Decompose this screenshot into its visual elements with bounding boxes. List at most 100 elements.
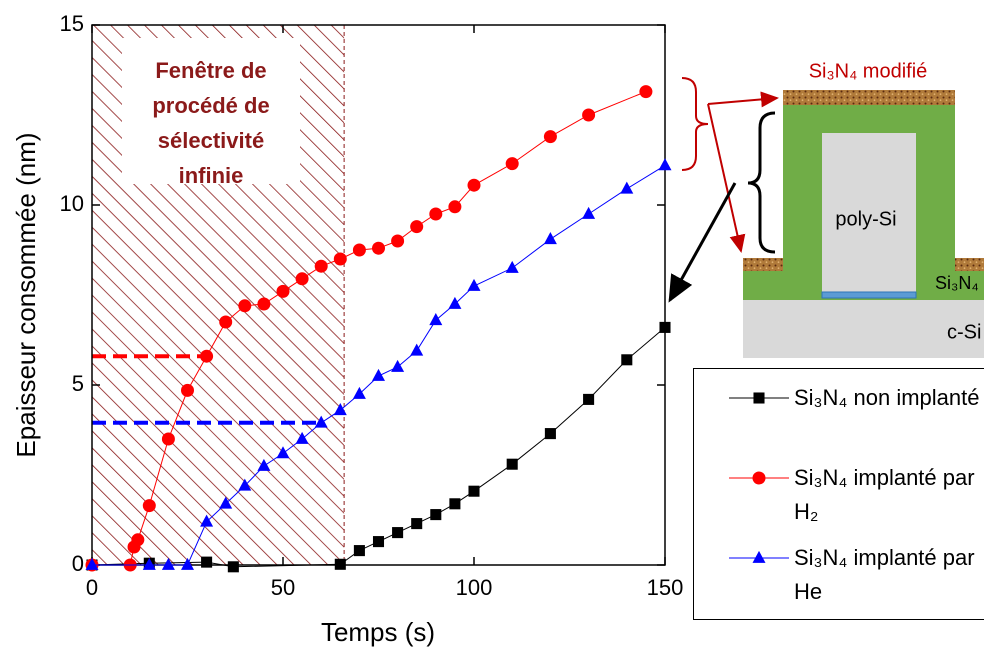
bracket [747,111,776,254]
marker [276,446,290,459]
diagram-label: Si₃N₄ [935,273,979,293]
marker [238,478,252,491]
marker [544,428,556,440]
marker [142,557,156,570]
legend-swatch [729,550,789,563]
marker [161,557,175,570]
diagram-label: poly-Si [835,208,896,230]
marker [621,354,633,366]
oxide [821,291,917,299]
modified-top [783,90,955,105]
marker [410,343,424,356]
marker [752,471,766,485]
arrow [668,182,737,303]
marker [131,533,145,547]
diagram-label: Si₃N₄ modifié [809,60,928,82]
diagram-label: c-Si [947,321,981,343]
marker [391,359,405,372]
x-tick-label: 150 [647,575,684,600]
legend-label: Si₃N₄ implanté par He [794,545,975,604]
marker [752,550,766,563]
y-axis-label: Epaisseur consommée (nm) [11,132,41,457]
y-tick-label: 15 [60,11,84,36]
marker [85,557,99,570]
marker [352,386,366,399]
legend-item: Si₃N₄ non implanté [694,381,984,461]
marker [467,278,481,291]
legend-item: Si₃N₄ implanté par H₂ [694,461,984,541]
marker [543,130,557,144]
marker [201,556,213,568]
legend-swatch [729,392,789,404]
marker [468,485,480,497]
marker [314,259,328,273]
marker [257,297,271,311]
legend-swatch [729,471,789,485]
marker [372,536,385,548]
marker [639,85,653,99]
y-tick-label: 0 [72,551,84,576]
marker [333,403,347,416]
marker [505,157,519,171]
plot-frame [91,24,666,566]
marker [227,561,239,573]
x-axis-label: Temps (s) [321,617,435,647]
marker [200,349,214,363]
arrow [707,103,746,253]
marker [334,558,346,570]
marker [582,206,596,219]
marker [219,315,233,329]
region-label-box [122,38,300,184]
legend-label: Si₃N₄ implanté par H₂ [794,465,975,524]
marker [372,241,385,255]
marker [411,518,423,530]
marker [238,299,252,313]
marker [658,158,672,171]
marker [448,296,462,309]
marker [429,313,443,326]
marker [391,234,405,248]
region-label: sélectivité [158,128,264,153]
x-tick-label: 50 [271,575,295,600]
series-line [92,164,666,566]
poly-si [822,133,916,298]
x-tick-label: 0 [86,575,98,600]
marker [161,432,175,446]
marker [506,458,518,470]
marker [257,458,271,471]
marker [295,272,309,286]
substrate [743,300,984,358]
legend-label: Si₃N₄ non implanté [794,385,980,410]
marker [467,178,481,192]
marker [314,415,328,428]
marker [353,545,365,557]
y-tick-label: 5 [72,371,84,396]
region-label: procédé de [152,93,269,118]
arrow [707,91,779,108]
marker [543,232,557,245]
marker [582,108,596,122]
y-tick-label: 10 [60,191,84,216]
marker [200,514,214,527]
region-label: infinie [179,163,244,188]
marker [352,243,366,257]
x-tick-label: 100 [456,575,493,600]
marker [449,498,461,510]
marker [295,431,309,444]
marker [276,284,290,298]
modified-right [955,258,984,271]
marker [429,207,443,221]
marker [753,392,765,404]
bracket [681,77,709,171]
marker [142,499,156,513]
marker [505,260,519,273]
marker [219,496,233,509]
marker [620,181,634,194]
region-label: Fenêtre de [155,58,266,83]
marker [333,252,347,266]
marker [392,527,404,539]
marker [372,368,385,381]
marker [181,557,194,570]
